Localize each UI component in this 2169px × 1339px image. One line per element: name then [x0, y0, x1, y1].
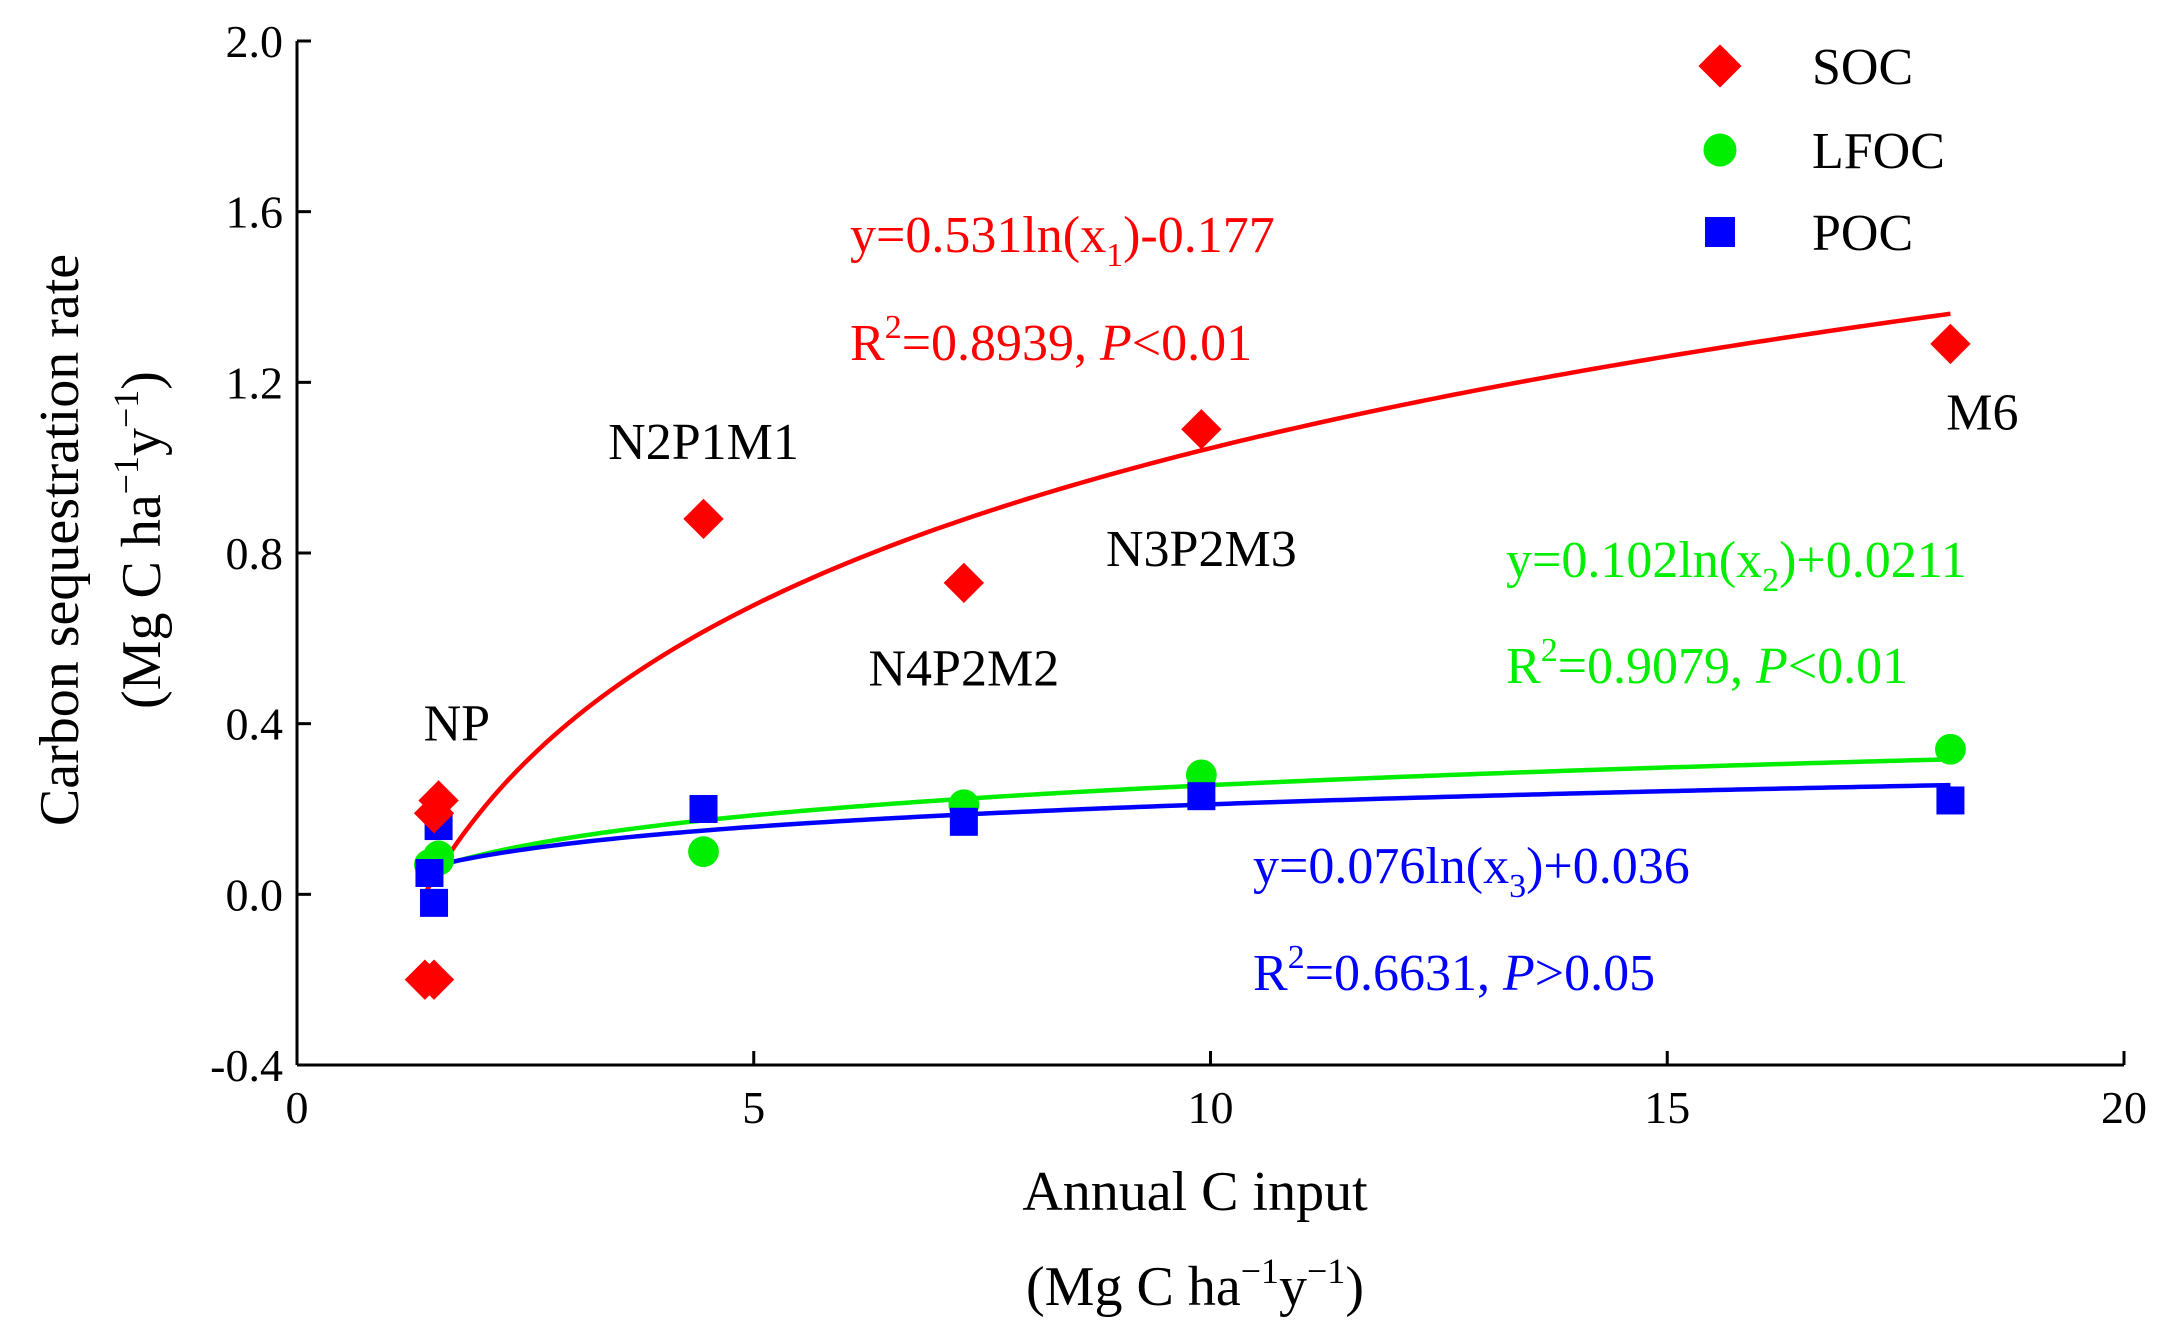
data-point-soc: [943, 562, 985, 604]
legend-item-soc: SOC: [1698, 39, 1913, 96]
r2-poc: R2=0.6631, P>0.05: [1253, 939, 1655, 1002]
axes: 0 5 10 15 20 -0.4 0.0 0.4 0.8 1.2 1.6 2.0: [210, 16, 2147, 1133]
data-point-poc: [415, 859, 444, 887]
point-labels: NP N2P1M1 N4P2M2 N3P2M3 M6: [424, 384, 2019, 752]
point-label: M6: [1946, 384, 2018, 441]
x-tick-label: 0: [286, 1082, 309, 1133]
y-tick-label: -0.4: [210, 1040, 283, 1091]
equation-poc: y=0.076ln(x3)+0.036: [1253, 838, 1690, 905]
data-point-soc: [413, 959, 455, 1000]
legend-item-poc: POC: [1705, 205, 1913, 262]
x-tick-label: 15: [1644, 1082, 1690, 1133]
legend-label: LFOC: [1812, 123, 1945, 180]
regression-equations: y=0.531ln(x1)-0.177 R2=0.8939, P<0.01 y=0.…: [850, 207, 1967, 1002]
y-tick-label: 0.4: [226, 699, 284, 750]
data-point-soc: [683, 498, 724, 540]
x-tick-label: 20: [2101, 1082, 2147, 1133]
data-point-soc: [418, 780, 459, 821]
data-point-poc: [1187, 782, 1216, 811]
legend-label: POC: [1812, 205, 1913, 262]
data-point-lfoc: [688, 836, 719, 868]
x-axis-unit: (Mg C ha−1y−1): [1026, 1251, 1364, 1318]
x-tick-label: 10: [1188, 1082, 1234, 1133]
r2-lfoc: R2=0.9079, P<0.01: [1506, 632, 1908, 695]
y-tick-label: 2.0: [226, 16, 284, 67]
x-axis-title: Annual C input: [1022, 1161, 1368, 1223]
legend-marker-soc: [1698, 44, 1742, 88]
legend-marker-lfoc: [1703, 133, 1737, 167]
y-tick-label: 0.8: [226, 528, 284, 579]
data-point-poc: [689, 795, 718, 823]
y-ticks: -0.4 0.0 0.4 0.8 1.2 1.6 2.0: [210, 16, 311, 1091]
point-label: N3P2M3: [1106, 521, 1297, 578]
y-tick-label: 0.0: [226, 869, 284, 920]
x-ticks: 0 5 10 15 20: [286, 1051, 2147, 1133]
y-tick-label: 1.2: [226, 357, 284, 408]
legend: SOC LFOC POC: [1698, 39, 1945, 262]
legend-label: SOC: [1812, 39, 1913, 96]
data-points: [404, 323, 1971, 1000]
point-label: NP: [424, 696, 490, 753]
data-point-soc: [1930, 323, 1971, 365]
data-point-poc: [1936, 786, 1965, 815]
y-axis-unit: (Mg C ha−1y−1): [106, 371, 173, 709]
y-axis-title: Carbon sequestration rate: [29, 254, 91, 826]
x-tick-label: 5: [742, 1082, 765, 1133]
r2-soc: R2=0.8939, P<0.01: [850, 309, 1252, 372]
y-tick-label: 1.6: [226, 187, 284, 238]
equation-lfoc: y=0.102ln(x2)+0.0211: [1506, 532, 1967, 599]
data-point-poc: [949, 807, 978, 836]
data-point-soc: [1181, 409, 1222, 450]
point-label: N2P1M1: [608, 414, 799, 471]
point-label: N4P2M2: [868, 640, 1059, 697]
data-point-poc: [420, 888, 449, 917]
fit-curve-soc: [422, 311, 1951, 895]
legend-item-lfoc: LFOC: [1703, 123, 1945, 180]
equation-soc: y=0.531ln(x1)-0.177: [850, 207, 1275, 274]
data-point-lfoc: [1935, 733, 1966, 765]
legend-marker-poc: [1705, 217, 1735, 247]
